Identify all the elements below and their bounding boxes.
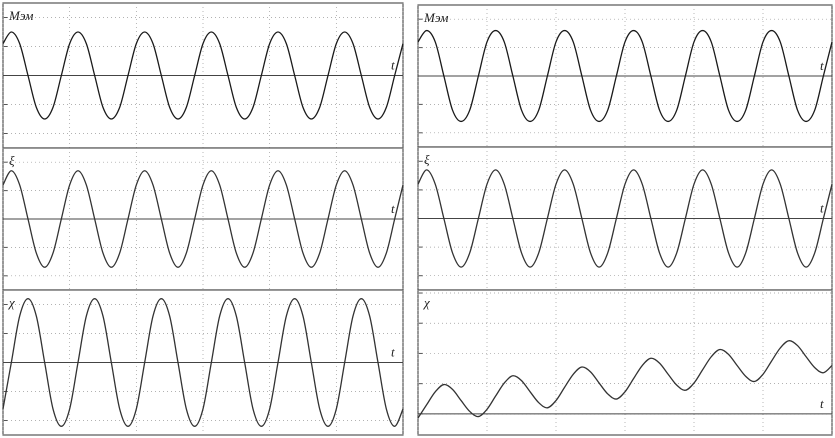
waveform	[417, 29, 833, 123]
y-label: ξ	[9, 153, 15, 168]
x-label: t	[820, 58, 824, 73]
waveform	[2, 170, 404, 268]
x-label: t	[820, 200, 824, 215]
y-label: ξ	[424, 152, 430, 167]
x-label: t	[391, 344, 395, 359]
y-label: χ	[422, 295, 430, 310]
x-label: t	[391, 57, 395, 72]
x-label: t	[391, 201, 395, 216]
waveform	[417, 169, 833, 268]
y-label: χ	[7, 295, 15, 310]
waveform	[2, 31, 404, 120]
waveform	[2, 298, 404, 427]
y-label: Mэм	[423, 10, 448, 25]
y-label: Mэм	[8, 8, 33, 23]
waveform	[417, 340, 833, 419]
x-label: t	[820, 396, 824, 411]
